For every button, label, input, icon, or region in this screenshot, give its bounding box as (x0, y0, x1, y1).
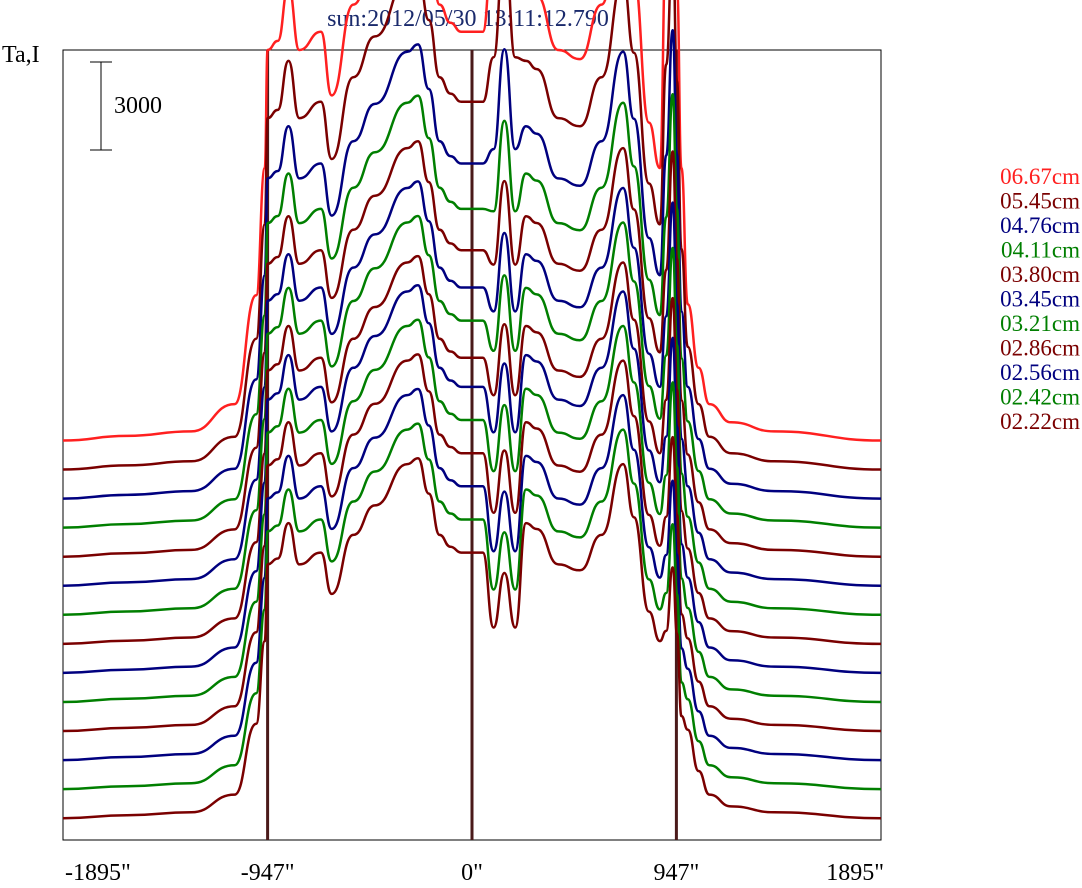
series-line-10 (62, 353, 882, 733)
x-tick-labels: -1895" -947" 0" 947" 1895" (65, 860, 884, 886)
series-line-5 (62, 180, 882, 587)
legend-entry-1: 05.45cm (1000, 189, 1080, 214)
series-line-6 (62, 214, 882, 617)
legend: 06.67cm05.45cm04.76cm04.11cm03.80cm03.45… (1000, 164, 1080, 434)
legend-entry-9: 02.42cm (1000, 385, 1080, 410)
legend-entry-10: 02.22cm (1000, 409, 1080, 434)
x-tick-label-3: 947" (653, 860, 699, 886)
legend-entry-8: 02.56cm (1000, 360, 1080, 385)
legend-entry-7: 02.86cm (1000, 336, 1080, 361)
scale-bar-label: 3000 (114, 93, 162, 119)
y-axis-label: Ta,I (2, 42, 40, 68)
x-tick-label-1: -947" (241, 860, 295, 886)
series-line-7 (62, 254, 882, 646)
x-tick-label-2: 0" (461, 860, 483, 886)
series-line-3 (62, 92, 882, 529)
series-line-11 (62, 387, 882, 762)
series-curves (62, 0, 882, 820)
series-line-13 (62, 456, 882, 820)
series-line-0 (62, 0, 882, 442)
series-line-8 (62, 283, 882, 675)
legend-entry-3: 04.11cm (1001, 238, 1080, 263)
series-line-2 (62, 28, 882, 500)
series-line-1 (62, 0, 882, 471)
series-line-9 (62, 318, 882, 704)
x-tick-label-0: -1895" (65, 860, 131, 886)
legend-entry-4: 03.80cm (1000, 262, 1080, 287)
legend-entry-2: 04.76cm (1000, 213, 1080, 238)
legend-entry-5: 03.45cm (1000, 287, 1080, 312)
chart-title: sun:2012/05/30 13:11:12.790 (327, 6, 609, 32)
series-line-12 (62, 422, 882, 791)
x-tick-label-4: 1895" (826, 860, 884, 886)
series-line-4 (62, 140, 882, 558)
legend-entry-0: 06.67cm (1000, 164, 1080, 189)
scale-bar: 3000 (90, 61, 162, 151)
legend-entry-6: 03.21cm (1000, 311, 1080, 336)
